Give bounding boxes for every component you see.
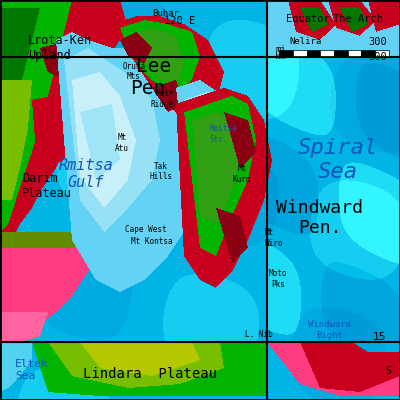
Text: Mt
Kuro: Mt Kuro bbox=[233, 164, 251, 184]
Text: Darim
Plateau: Darim Plateau bbox=[22, 172, 72, 200]
Text: The Arch: The Arch bbox=[333, 14, 383, 24]
Text: L. Nib: L. Nib bbox=[245, 330, 273, 339]
Text: Mt
Atu: Mt Atu bbox=[115, 134, 129, 153]
Text: 15: 15 bbox=[372, 332, 386, 342]
Text: 500: 500 bbox=[369, 52, 387, 62]
Text: mi: mi bbox=[275, 46, 286, 54]
Text: km: km bbox=[275, 52, 286, 61]
Bar bbox=[320, 50, 334, 56]
Bar bbox=[293, 50, 306, 56]
Text: Tak
Hills: Tak Hills bbox=[149, 162, 172, 181]
Bar bbox=[279, 50, 293, 56]
Text: Lindara  Plateau: Lindara Plateau bbox=[83, 367, 217, 381]
Bar bbox=[362, 50, 375, 56]
Text: Spiral
Sea: Spiral Sea bbox=[298, 138, 378, 182]
Text: Windward
Pen.: Windward Pen. bbox=[276, 198, 364, 238]
Text: Oruka
Mts: Oruka Mts bbox=[122, 62, 146, 81]
Text: Rei
Ridge: Rei Ridge bbox=[150, 90, 174, 109]
Text: Eltek
Sea: Eltek Sea bbox=[15, 359, 49, 381]
Text: Nelira: Nelira bbox=[290, 38, 322, 46]
Text: Mt Kontsa: Mt Kontsa bbox=[131, 238, 173, 246]
Text: 120 E: 120 E bbox=[164, 16, 195, 26]
Bar bbox=[306, 50, 320, 56]
Text: Windward
Bight: Windward Bight bbox=[308, 320, 352, 340]
Text: Rmitsa
Gulf: Rmitsa Gulf bbox=[59, 158, 113, 190]
Text: Moto
Pks: Moto Pks bbox=[269, 270, 287, 289]
Bar bbox=[334, 50, 348, 56]
Text: S: S bbox=[385, 366, 391, 376]
Text: Mt
Niro: Mt Niro bbox=[265, 228, 283, 248]
Text: Buhar: Buhar bbox=[152, 10, 180, 18]
Text: 300: 300 bbox=[369, 37, 387, 47]
Bar bbox=[375, 50, 389, 56]
Text: Lee
Pen.: Lee Pen. bbox=[130, 58, 178, 98]
Bar bbox=[348, 50, 362, 56]
Text: Lrota-Keh
Upland: Lrota-Keh Upland bbox=[28, 34, 92, 62]
Text: Rmitsa
Str.: Rmitsa Str. bbox=[210, 124, 238, 144]
Text: Cape West: Cape West bbox=[125, 226, 167, 234]
Text: Equator: Equator bbox=[286, 14, 330, 24]
